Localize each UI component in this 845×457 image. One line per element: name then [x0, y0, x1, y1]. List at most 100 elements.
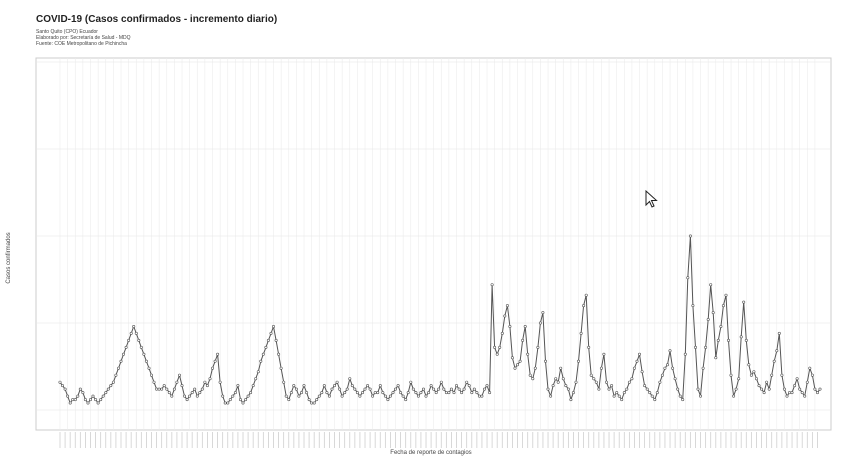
data-point: [576, 359, 580, 363]
data-point: [399, 391, 403, 395]
data-point: [721, 304, 725, 308]
data-point: [510, 356, 514, 360]
data-point: [503, 314, 507, 318]
data-point: [477, 394, 481, 398]
data-point: [627, 380, 631, 384]
data-point: [302, 384, 306, 388]
data-point: [363, 387, 367, 391]
data-point: [221, 394, 225, 398]
data-point: [439, 380, 443, 384]
data-point: [386, 398, 390, 402]
data-point: [698, 394, 702, 398]
data-point: [287, 398, 291, 402]
data-point: [190, 391, 194, 395]
data-point: [195, 394, 199, 398]
chart-title: COVID-19 (Casos confirmados - incremento…: [36, 14, 278, 25]
data-point: [419, 391, 423, 395]
data-point: [383, 394, 387, 398]
data-point: [180, 384, 184, 388]
data-point: [78, 387, 82, 391]
data-point: [162, 384, 166, 388]
data-point: [414, 391, 418, 395]
data-point: [630, 377, 634, 381]
data-point: [719, 324, 723, 328]
data-point: [381, 391, 385, 395]
data-point: [63, 387, 67, 391]
data-point: [236, 384, 240, 388]
data-point: [274, 338, 278, 342]
data-point: [320, 391, 324, 395]
data-point: [132, 324, 136, 328]
data-point: [317, 394, 321, 398]
data-point: [726, 338, 730, 342]
data-point: [803, 394, 807, 398]
data-point: [312, 401, 316, 405]
data-point: [564, 384, 568, 388]
data-point: [513, 366, 517, 370]
data-point: [617, 394, 621, 398]
data-point: [432, 387, 436, 391]
data-point: [122, 352, 126, 356]
data-point: [218, 380, 222, 384]
x-axis-label: Fecha de reporte de contagios: [390, 450, 471, 456]
data-point: [404, 398, 408, 402]
data-point: [254, 377, 258, 381]
data-point: [144, 359, 148, 363]
data-point: [592, 377, 596, 381]
data-point: [472, 387, 476, 391]
data-point: [579, 331, 583, 335]
data-point: [325, 391, 329, 395]
data-point: [818, 387, 822, 391]
data-point: [787, 391, 791, 395]
data-point: [239, 398, 243, 402]
data-point: [508, 324, 512, 328]
data-point: [76, 394, 80, 398]
data-point: [117, 366, 121, 370]
data-point: [170, 394, 174, 398]
data-point: [757, 384, 761, 388]
data-point: [460, 391, 464, 395]
data-point: [597, 387, 601, 391]
data-point: [157, 387, 161, 391]
data-point: [615, 391, 619, 395]
data-point: [335, 380, 339, 384]
data-point: [150, 373, 154, 377]
data-point: [233, 391, 237, 395]
data-point: [167, 391, 171, 395]
data-point: [401, 394, 405, 398]
data-point: [60, 384, 64, 388]
series-points: [58, 234, 822, 405]
data-point: [785, 394, 789, 398]
data-point: [490, 283, 494, 287]
data-point: [569, 398, 573, 402]
data-point: [284, 394, 288, 398]
data-point: [800, 391, 804, 395]
data-point: [165, 387, 169, 391]
data-point: [307, 398, 311, 402]
data-point: [607, 387, 611, 391]
data-point: [541, 311, 545, 315]
data-point: [538, 321, 542, 325]
data-point: [332, 384, 336, 388]
data-point: [759, 387, 763, 391]
data-point: [277, 352, 281, 356]
y-axis-label: Casos confirmados: [6, 232, 12, 283]
data-point: [671, 366, 675, 370]
data-point: [696, 387, 700, 391]
data-point: [536, 345, 540, 349]
data-point: [793, 384, 797, 388]
data-point: [790, 391, 794, 395]
data-point: [810, 373, 814, 377]
data-point: [559, 366, 563, 370]
data-point: [366, 384, 370, 388]
data-point: [620, 398, 624, 402]
data-point: [279, 366, 283, 370]
data-point: [330, 387, 334, 391]
data-point: [556, 380, 560, 384]
data-point: [610, 384, 614, 388]
data-point: [658, 380, 662, 384]
data-point: [249, 391, 253, 395]
data-point: [663, 366, 667, 370]
data-point: [124, 345, 128, 349]
